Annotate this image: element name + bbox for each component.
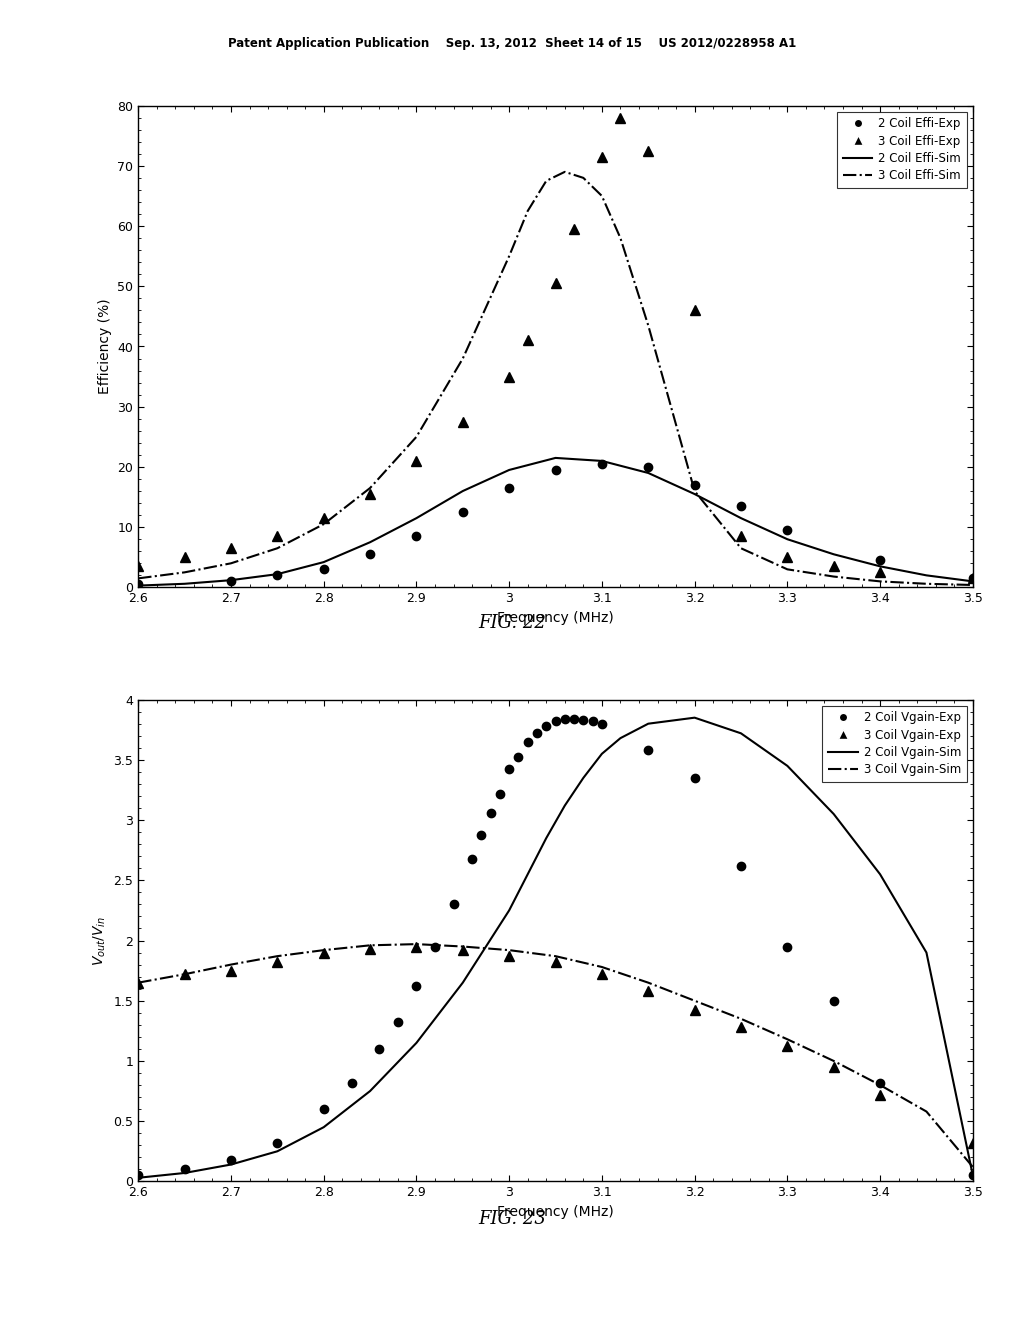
Text: Patent Application Publication    Sep. 13, 2012  Sheet 14 of 15    US 2012/02289: Patent Application Publication Sep. 13, … bbox=[228, 37, 796, 50]
X-axis label: Frequency (MHz): Frequency (MHz) bbox=[497, 611, 614, 624]
Y-axis label: Efficiency (%): Efficiency (%) bbox=[98, 298, 112, 395]
Y-axis label: $V_{out}/V_{in}$: $V_{out}/V_{in}$ bbox=[91, 915, 108, 966]
Text: FIG. 23: FIG. 23 bbox=[478, 1210, 546, 1229]
Legend: 2 Coil Effi-Exp, 3 Coil Effi-Exp, 2 Coil Effi-Sim, 3 Coil Effi-Sim: 2 Coil Effi-Exp, 3 Coil Effi-Exp, 2 Coil… bbox=[837, 111, 967, 187]
X-axis label: Frequency (MHz): Frequency (MHz) bbox=[497, 1205, 614, 1218]
Text: FIG. 22: FIG. 22 bbox=[478, 614, 546, 632]
Legend: 2 Coil Vgain-Exp, 3 Coil Vgain-Exp, 2 Coil Vgain-Sim, 3 Coil Vgain-Sim: 2 Coil Vgain-Exp, 3 Coil Vgain-Exp, 2 Co… bbox=[822, 705, 967, 781]
